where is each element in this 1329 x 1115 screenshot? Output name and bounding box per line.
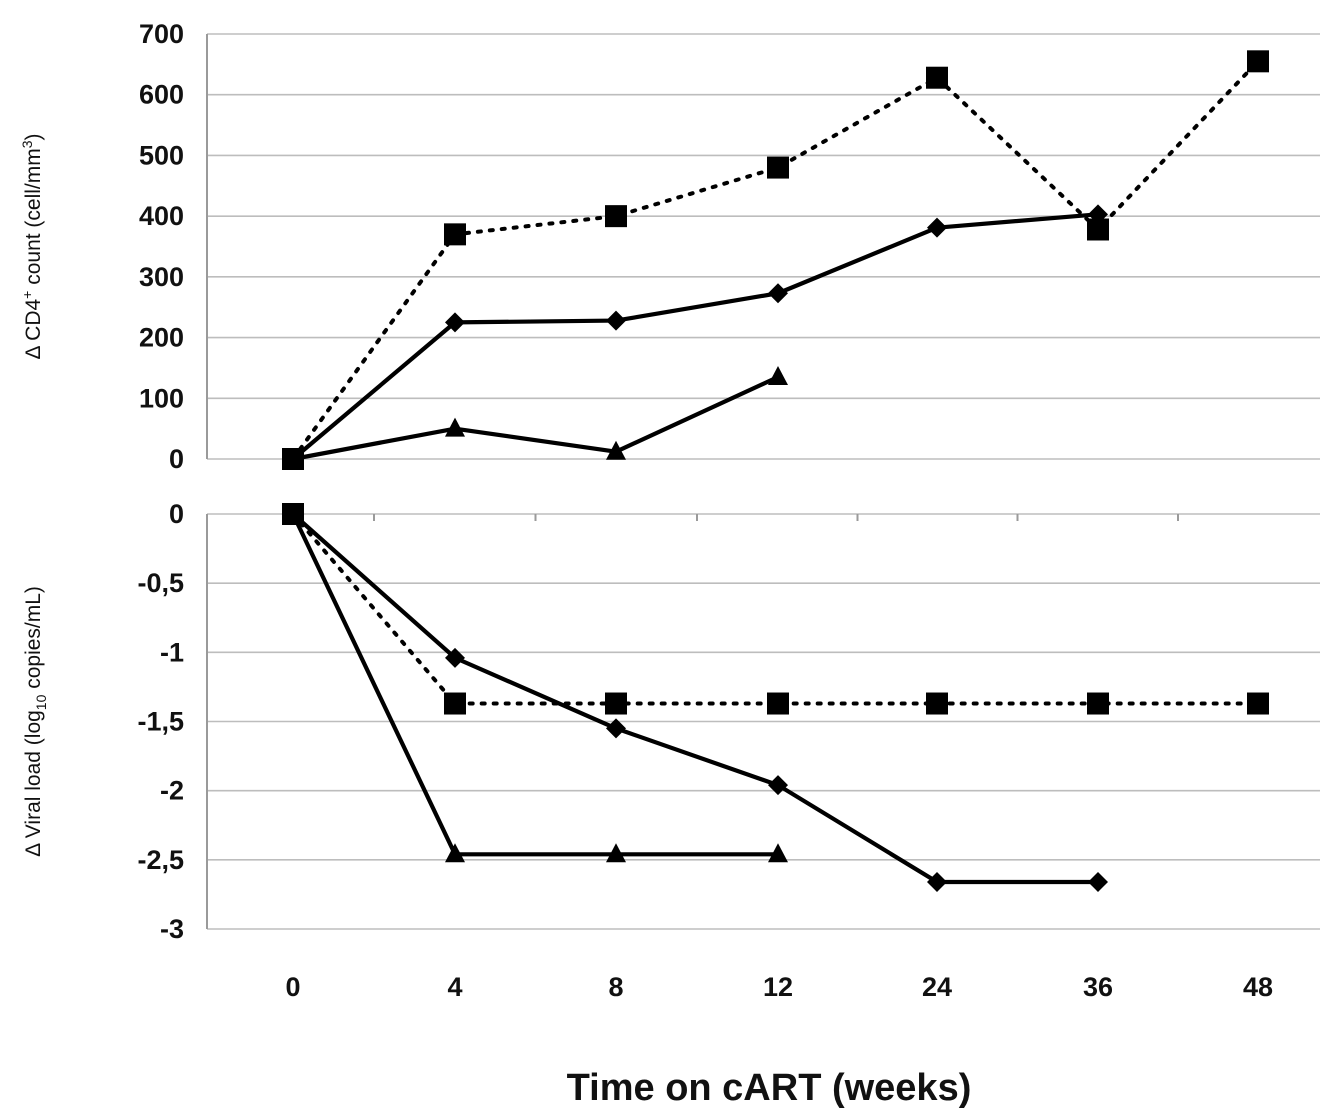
data-point-diamond bbox=[445, 647, 465, 668]
y-tick-label: 500 bbox=[139, 140, 184, 170]
x-tick-label: 4 bbox=[447, 972, 462, 1002]
data-point-triangle bbox=[606, 843, 626, 863]
x-axis-title: Time on cART (weeks) bbox=[567, 1067, 972, 1109]
series-line-square bbox=[291, 59, 1260, 461]
data-point-diamond bbox=[1088, 204, 1108, 225]
series-line-diamond bbox=[291, 212, 1099, 461]
x-tick-label: 36 bbox=[1083, 972, 1113, 1002]
x-tick-label: 12 bbox=[763, 972, 793, 1002]
y-tick-label: -1 bbox=[160, 637, 184, 667]
data-point-diamond bbox=[768, 775, 788, 796]
series-line-triangle bbox=[292, 375, 779, 462]
data-point-diamond bbox=[445, 312, 465, 333]
data-point-square bbox=[767, 692, 789, 715]
data-point-square bbox=[926, 66, 948, 89]
y-tick-label: -1,5 bbox=[137, 707, 184, 737]
y-tick-label: 0 bbox=[169, 444, 184, 474]
x-tick-label: 8 bbox=[608, 972, 623, 1002]
data-point-square bbox=[1247, 692, 1269, 715]
data-point-square bbox=[605, 692, 627, 715]
x-tick-label: 24 bbox=[922, 972, 952, 1002]
data-point-triangle bbox=[606, 440, 626, 460]
data-point-diamond bbox=[768, 283, 788, 304]
data-point-triangle bbox=[445, 843, 465, 863]
data-point-square bbox=[1087, 692, 1109, 715]
data-point-triangle bbox=[768, 366, 788, 386]
y-axis-label: Δ CD4+ count (cell/mm3) bbox=[19, 133, 45, 359]
y-tick-label: 700 bbox=[139, 19, 184, 49]
y-tick-label: 0 bbox=[169, 499, 184, 529]
x-tick-label: 0 bbox=[285, 972, 300, 1002]
data-point-square bbox=[605, 205, 627, 228]
data-point-square bbox=[1087, 218, 1109, 241]
y-tick-label: -2,5 bbox=[137, 845, 184, 875]
y-tick-label: -3 bbox=[160, 914, 184, 944]
series-line-diamond bbox=[291, 512, 1098, 885]
data-point-square bbox=[926, 692, 948, 715]
data-point-square bbox=[767, 156, 789, 179]
y-tick-label: -0,5 bbox=[137, 568, 184, 598]
x-axis-ticks: 0 4 8 12 24 36 48 bbox=[285, 972, 1273, 1002]
data-point-triangle bbox=[283, 503, 303, 522]
data-point-diamond bbox=[927, 217, 947, 238]
y-tick-label: 100 bbox=[139, 383, 184, 413]
y-tick-label: 300 bbox=[139, 262, 184, 292]
data-point-diamond bbox=[606, 718, 626, 739]
data-point-diamond bbox=[606, 310, 626, 331]
data-point-triangle bbox=[283, 448, 303, 467]
data-point-square bbox=[444, 692, 466, 715]
data-point-square bbox=[1247, 50, 1269, 73]
y-tick-label: 400 bbox=[139, 201, 184, 231]
cd4-count-panel: 0 100 200 300 400 500 600 700 Δ CD4+ count (cell… bbox=[19, 19, 1320, 474]
data-point-square bbox=[444, 223, 466, 246]
y-tick-label: -2 bbox=[160, 776, 184, 806]
y-tick-label: 200 bbox=[139, 323, 184, 353]
data-point-diamond bbox=[927, 871, 947, 892]
viral-load-panel: 0 -0,5 -1 -1,5 -2 -2,5 -3 Δ Viral load (log10 c… bbox=[22, 499, 1320, 944]
data-point-diamond bbox=[1088, 871, 1108, 892]
data-point-triangle bbox=[445, 417, 465, 437]
y-axis-label: Δ Viral load (log10 copies/mL) bbox=[22, 586, 49, 857]
y-tick-label: 600 bbox=[139, 80, 184, 110]
data-point-triangle bbox=[768, 843, 788, 863]
series-line-square bbox=[291, 512, 1260, 706]
x-tick-label: 48 bbox=[1243, 972, 1273, 1002]
series-line-triangle bbox=[291, 513, 778, 857]
